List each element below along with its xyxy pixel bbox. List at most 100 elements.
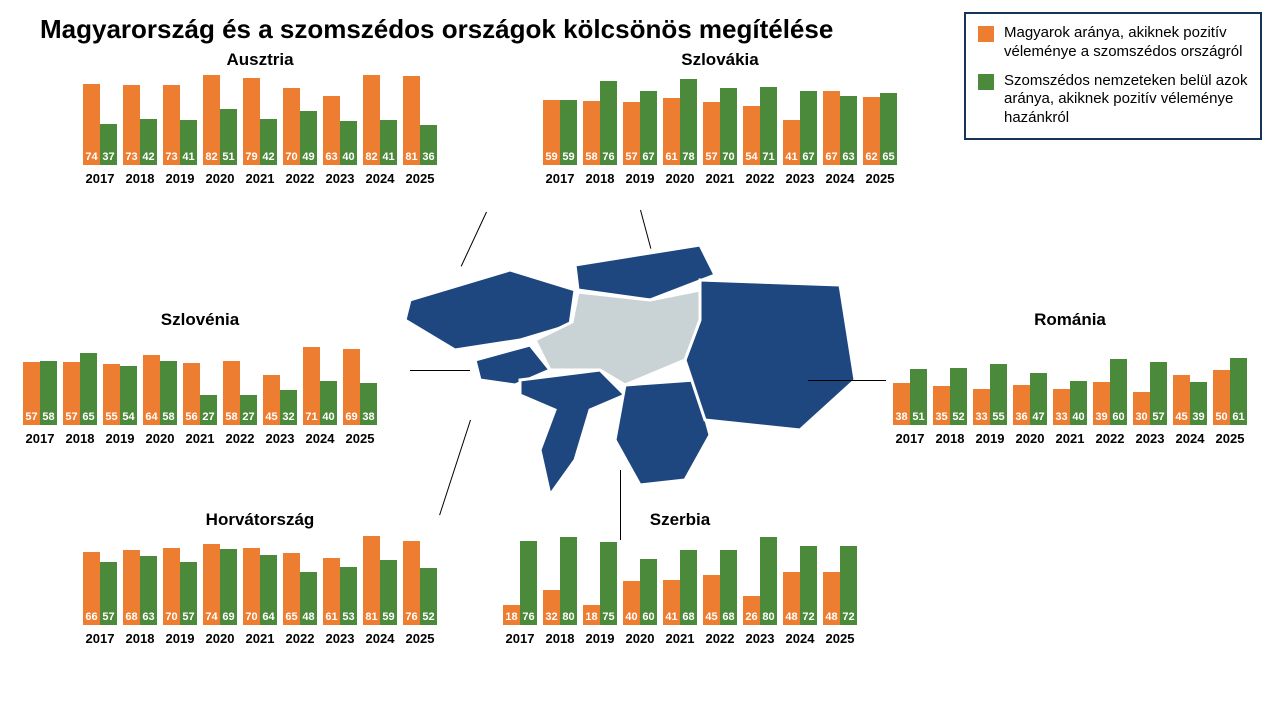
bar-orange: 63 xyxy=(323,96,340,165)
bar-value: 72 xyxy=(842,611,854,623)
bar-orange: 61 xyxy=(323,558,340,625)
bar-value: 59 xyxy=(382,611,394,623)
bar-orange: 61 xyxy=(663,98,680,165)
bar-green: 40 xyxy=(320,381,337,425)
legend-swatch-green xyxy=(978,74,994,90)
bar-orange: 36 xyxy=(1013,385,1030,425)
year-group: 40602020 xyxy=(620,515,660,646)
year-group: 36472020 xyxy=(1010,315,1050,446)
year-label: 2017 xyxy=(500,631,540,646)
year-group: 18752019 xyxy=(580,515,620,646)
map-central-europe xyxy=(400,210,860,500)
bar-green: 40 xyxy=(1070,381,1087,425)
year-group: 81362025 xyxy=(400,55,440,186)
year-group: 56272021 xyxy=(180,315,220,446)
bar-green: 71 xyxy=(760,87,777,165)
year-label: 2019 xyxy=(580,631,620,646)
year-group: 66572017 xyxy=(80,515,120,646)
year-group: 57672019 xyxy=(620,55,660,186)
bar-value: 57 xyxy=(65,411,77,423)
year-label: 2024 xyxy=(820,171,860,186)
bar-orange: 50 xyxy=(1213,370,1230,425)
bar-value: 45 xyxy=(705,611,717,623)
bar-pair: 6265 xyxy=(860,55,900,165)
bar-value: 47 xyxy=(1032,411,1044,423)
bar-green: 64 xyxy=(260,555,277,625)
bar-value: 63 xyxy=(142,611,154,623)
bar-green: 69 xyxy=(220,549,237,625)
year-label: 2018 xyxy=(60,431,100,446)
leader-line xyxy=(410,370,470,371)
bar-value: 56 xyxy=(185,411,197,423)
year-label: 2017 xyxy=(20,431,60,446)
bar-value: 18 xyxy=(585,611,597,623)
year-group: 6938 2025 xyxy=(340,315,380,446)
bars-area: 1876201732802018187520194060202041682021… xyxy=(500,536,860,646)
bar-orange: 38 xyxy=(893,383,910,425)
bar-value: 35 xyxy=(935,411,947,423)
bar-pair: 4872 xyxy=(820,515,860,625)
bar-green: 63 xyxy=(840,96,857,165)
bar-value: 41 xyxy=(665,611,677,623)
bar-pair: 6458 xyxy=(140,315,180,425)
bar-pair: 7057 xyxy=(160,515,200,625)
chart-croatia: Horvátország6657201768632018705720197469… xyxy=(80,510,440,670)
chart-slovakia: Szlovákia5959201758762018576720196178202… xyxy=(540,50,900,210)
year-label: 2025 xyxy=(340,431,380,446)
bar-value: 58 xyxy=(162,411,174,423)
year-label: 2017 xyxy=(80,171,120,186)
bar-value: 65 xyxy=(882,151,894,163)
bar-green: 65 xyxy=(80,353,97,425)
bar-value: 48 xyxy=(785,611,797,623)
year-label: 2022 xyxy=(220,431,260,446)
bar-value: 54 xyxy=(745,151,757,163)
bar-green: 76 xyxy=(600,81,617,165)
year-label: 2021 xyxy=(700,171,740,186)
year-label: 2023 xyxy=(740,631,780,646)
year-group: 61782020 xyxy=(660,55,700,186)
year-label: 2024 xyxy=(360,171,400,186)
bar-value: 40 xyxy=(1072,411,1084,423)
bar-orange: 73 xyxy=(163,85,180,165)
bar-pair: 6938 xyxy=(340,315,380,425)
bar-pair: 3647 xyxy=(1010,315,1050,425)
year-group: 59592017 xyxy=(540,55,580,186)
bar-value: 52 xyxy=(952,411,964,423)
bar-value: 80 xyxy=(762,611,774,623)
bar-pair: 6178 xyxy=(660,55,700,165)
bar-pair: 3960 xyxy=(1090,315,1130,425)
year-group: 73412019 xyxy=(160,55,200,186)
bar-orange: 41 xyxy=(783,120,800,165)
bar-pair: 8251 xyxy=(200,55,240,165)
bar-value: 27 xyxy=(242,411,254,423)
year-group: 70572019 xyxy=(160,515,200,646)
bar-orange: 45 xyxy=(703,575,720,625)
year-group: 45322023 xyxy=(260,315,300,446)
bar-pair: 5627 xyxy=(180,315,220,425)
year-group: 39602022 xyxy=(1090,315,1130,446)
bar-orange: 76 xyxy=(403,541,420,625)
bar-orange: 41 xyxy=(663,580,680,625)
bar-pair: 5758 xyxy=(20,315,60,425)
bar-orange: 70 xyxy=(163,548,180,625)
year-group: 82412024 xyxy=(360,55,400,186)
year-label: 2019 xyxy=(160,171,200,186)
bar-green: 55 xyxy=(990,364,1007,425)
bar-value: 18 xyxy=(505,611,517,623)
bar-value: 61 xyxy=(1232,411,1244,423)
year-label: 2024 xyxy=(1170,431,1210,446)
bar-green: 48 xyxy=(300,572,317,625)
bar-pair: 7652 xyxy=(400,515,440,625)
bar-green: 54 xyxy=(120,366,137,425)
bar-green: 80 xyxy=(560,537,577,625)
year-group: 5765 2018 xyxy=(60,315,100,446)
bar-green: 51 xyxy=(910,369,927,425)
year-label: 2025 xyxy=(400,171,440,186)
bar-value: 60 xyxy=(1112,411,1124,423)
year-group: 26802023 xyxy=(740,515,780,646)
bar-pair: 7942 xyxy=(240,55,280,165)
bar-orange: 33 xyxy=(1053,389,1070,425)
bar-value: 37 xyxy=(102,151,114,163)
bar-pair: 5471 xyxy=(740,55,780,165)
bar-green: 61 xyxy=(1230,358,1247,425)
